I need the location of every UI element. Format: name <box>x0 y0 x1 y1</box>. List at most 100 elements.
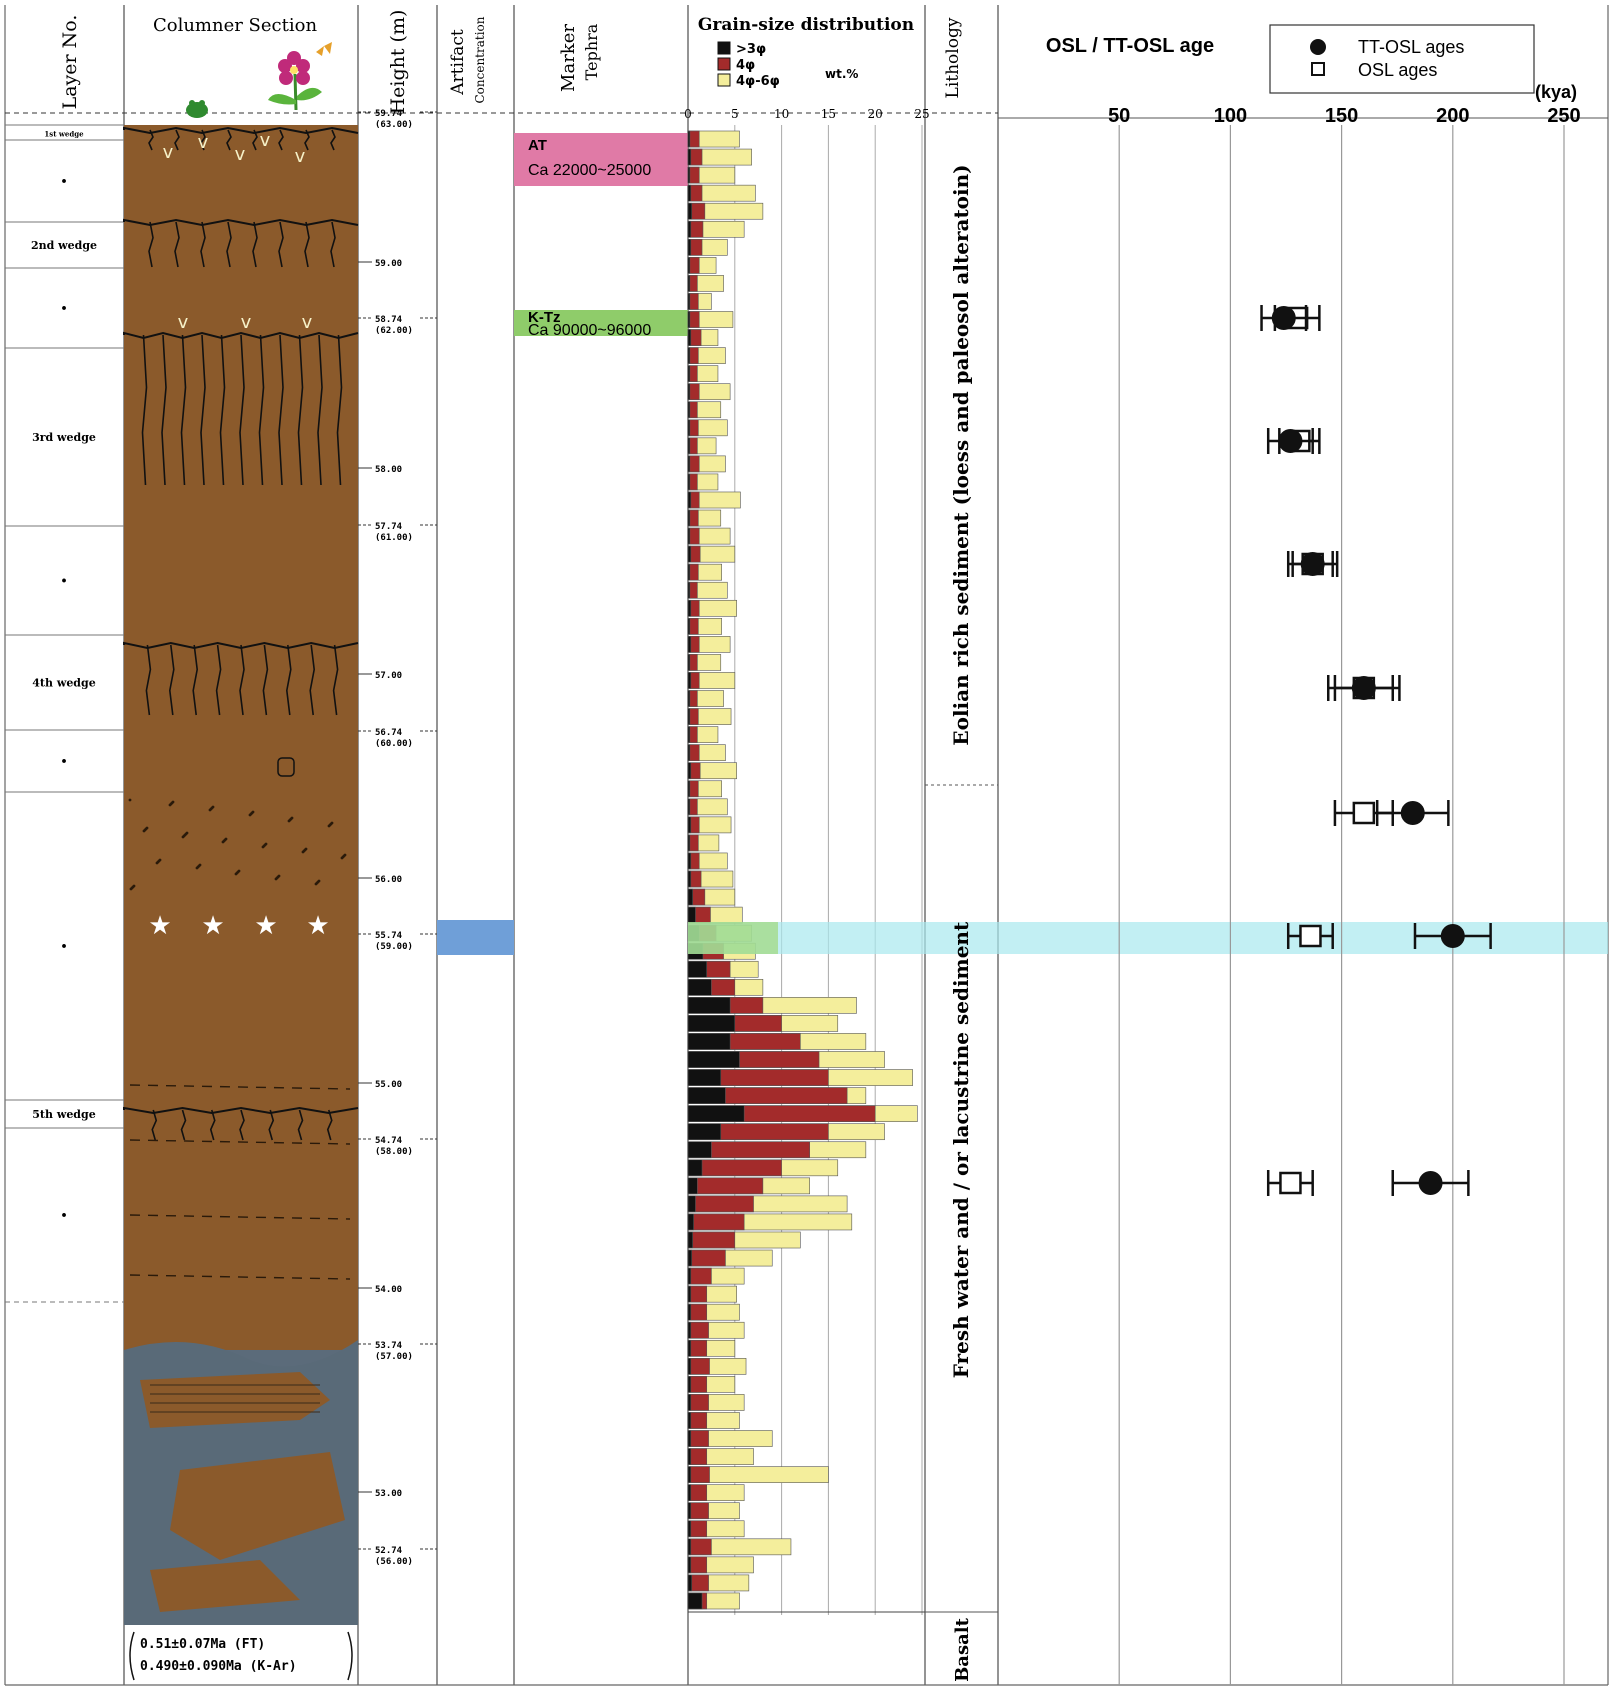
height-sub-value: (61.00) <box>375 533 413 543</box>
grain-bar <box>687 311 691 328</box>
osl-unit: (kya) <box>1535 82 1577 102</box>
butterfly-icon <box>316 42 332 56</box>
grain-bar <box>687 1321 692 1339</box>
grain-bar <box>687 347 691 364</box>
grain-bar <box>687 708 691 725</box>
wedge-2-crack <box>252 221 258 268</box>
height-value: 54.00 <box>375 1285 402 1295</box>
height-sub-value: (57.00) <box>375 1352 413 1362</box>
grain-bar <box>687 383 691 401</box>
grain-bar <box>687 636 692 653</box>
layer-no-header: Layer No. <box>59 15 81 110</box>
grain-bar <box>687 1069 722 1086</box>
sediment-lens <box>150 1560 300 1612</box>
grain-bar <box>687 834 691 852</box>
grain-bar <box>687 257 691 274</box>
height-value: 58.00 <box>375 465 402 475</box>
frog-eye <box>199 100 205 106</box>
wedge-2-crack <box>148 221 154 268</box>
height-value: 53.00 <box>375 1489 402 1499</box>
grain-legend-label: >3φ <box>736 42 766 57</box>
wedge-4-crack <box>192 644 199 716</box>
sediment-dot <box>211 805 215 809</box>
grain-bar <box>687 1213 694 1231</box>
wedge-1-crack <box>148 129 154 151</box>
sediment-dot <box>251 810 255 814</box>
wedge-3-crack <box>141 334 148 486</box>
layer-column: 1st wedge • 2nd wedge • 3rd wedge • 4th wedge •… <box>5 124 124 1303</box>
osl-point <box>1352 801 1376 825</box>
age-ft: 0.51±0.07Ma (FT) <box>140 1637 265 1652</box>
tephra-age: Ca 90000~96000 <box>528 322 651 339</box>
grain-bar <box>687 1376 692 1393</box>
grain-bar <box>687 780 691 798</box>
height-value: 54.74 <box>375 1136 403 1146</box>
tephra-mark: v <box>178 312 189 333</box>
grain-legend-label: 4φ <box>736 58 755 73</box>
grain-bar <box>687 1213 745 1231</box>
grain-bar <box>687 329 692 346</box>
sediment-dot <box>185 831 189 835</box>
height-sub-value: (62.00) <box>375 326 413 336</box>
columnar-section-header: Columner Section <box>153 15 317 36</box>
flower-center <box>290 66 298 74</box>
sediment-dot <box>330 821 334 825</box>
flower-petal <box>279 71 293 85</box>
grain-bar <box>687 455 691 473</box>
osl-chart: 50 100 150 200 250 (kya) TT-OSL ages OSL ages <box>1108 24 1581 1685</box>
artifact-header: Artifact <box>448 29 468 96</box>
grain-bar <box>687 545 692 563</box>
grain-bar <box>687 1592 703 1610</box>
grain-bar <box>687 202 693 220</box>
frog-icon <box>186 102 208 118</box>
flower-leaves <box>268 87 322 105</box>
wedge-1-crack <box>200 129 206 151</box>
tephra-band <box>514 133 688 186</box>
wedge-1-crack <box>278 129 284 151</box>
wedge-3-crack <box>239 334 245 486</box>
wedge-3-crack <box>219 334 226 486</box>
grain-bar <box>687 491 692 509</box>
tephra-name: AT <box>528 137 547 154</box>
sediment-dot <box>132 884 136 888</box>
grain-bar <box>687 1141 712 1159</box>
grain-bar <box>687 419 691 437</box>
grain-bar <box>687 365 691 382</box>
star-marker: ★ <box>254 911 277 941</box>
height-value: 58.74 <box>375 315 403 325</box>
grain-bar <box>687 1033 731 1050</box>
sediment-dot <box>264 842 268 846</box>
frog-eye <box>189 100 195 106</box>
sediment-dot <box>145 826 149 830</box>
layer-label: • <box>60 575 67 588</box>
height-column: 59.74(63.00)59.0058.74(62.00)58.0057.74(… <box>358 109 437 1567</box>
wedge-3-crack <box>278 334 284 486</box>
grain-bar <box>687 1538 692 1556</box>
age-box <box>126 1627 356 1683</box>
height-value: 59.00 <box>375 259 402 269</box>
grain-bar <box>687 1538 712 1556</box>
wedge-3-crack <box>161 334 167 486</box>
tephra-name: K-Tz <box>528 309 561 326</box>
wedge-5-surface <box>123 1106 359 1115</box>
tt-osl-point <box>1440 924 1465 948</box>
lithology-middle: Fresh water and / or lacustrine sediment <box>949 921 973 1378</box>
star-marker: ★ <box>148 911 171 941</box>
sediment-dot <box>317 879 321 883</box>
tt-osl-point <box>1351 676 1376 700</box>
height-value: 56.00 <box>375 875 402 885</box>
wedge-4-crack <box>332 644 339 716</box>
grain-bar <box>687 654 691 671</box>
grain-bar <box>687 1105 745 1122</box>
grain-tick-label: 25 <box>914 107 929 121</box>
marker-header: Marker <box>558 24 579 92</box>
artifact-band <box>437 920 514 955</box>
flower-stem <box>293 73 298 111</box>
wedge-5-crack <box>268 1109 275 1141</box>
wedge-5-crack <box>209 1109 216 1141</box>
osl-tick-label: 100 <box>1214 105 1247 127</box>
sediment-dot <box>343 853 347 857</box>
grain-tick-label: 15 <box>821 107 836 121</box>
sediment-dot <box>237 869 241 873</box>
tephra-mark: v <box>198 132 209 153</box>
